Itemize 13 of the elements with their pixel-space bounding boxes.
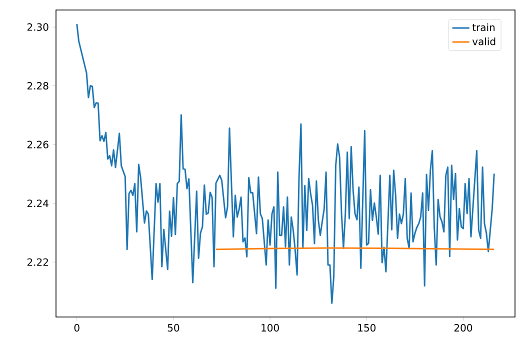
x-tick-label: 0 [74,324,80,332]
legend-label: valid [472,37,496,46]
x-tick-label: 100 [262,324,279,332]
y-tick-label: 2.28 [27,82,48,90]
x-tick-label: 200 [454,324,472,332]
legend-label: train [472,23,495,32]
x-tick-label: 150 [358,324,376,332]
line-series [76,23,495,304]
y-tick-label: 2.22 [27,258,48,266]
y-tick-label: 2.30 [27,23,48,31]
y-tick-label: 2.24 [27,200,48,208]
x-tick-label: 50 [168,324,180,332]
y-tick-label: 2.26 [27,140,48,148]
